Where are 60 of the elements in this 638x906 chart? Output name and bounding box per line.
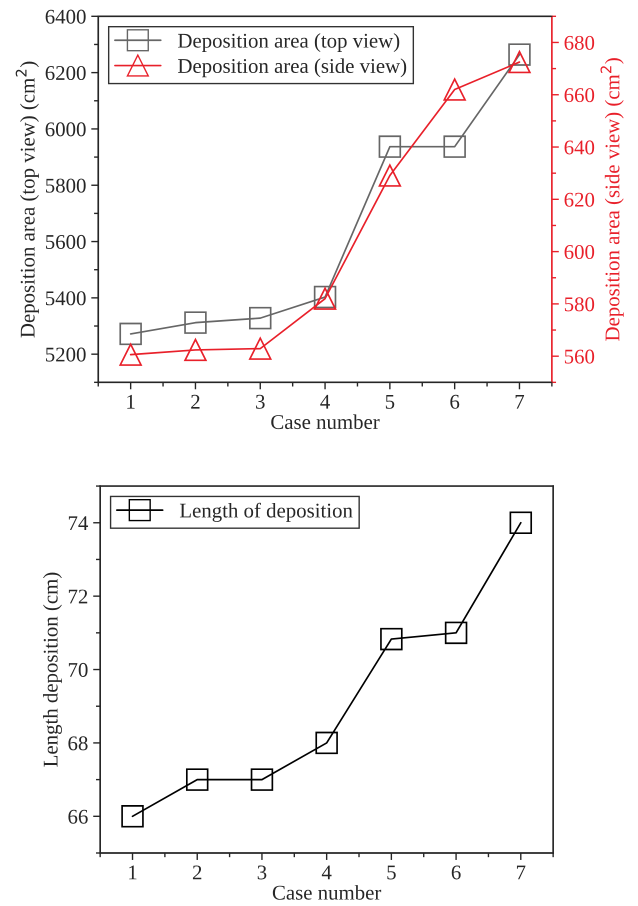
y-tick-label: 6000 xyxy=(46,122,86,136)
legend-label: Deposition area (side view) xyxy=(178,58,406,78)
y-tick-label: 5600 xyxy=(46,234,86,249)
x-axis-title: Case number xyxy=(271,414,380,430)
x-tick-label: 2 xyxy=(192,865,202,880)
point xyxy=(315,732,338,754)
point xyxy=(443,78,466,101)
x-tick-label: 7 xyxy=(516,394,524,409)
y-tick-label: 5800 xyxy=(46,178,86,193)
point xyxy=(378,135,402,158)
point xyxy=(184,338,207,362)
y-tick-label: 70 xyxy=(68,662,88,677)
y-tick-label: 66 xyxy=(68,810,88,824)
point xyxy=(250,768,274,791)
legend-label: Deposition area (top view) xyxy=(178,33,400,52)
point xyxy=(443,135,466,158)
y-axis-title: Deposition area (top view) (cm$^{2}$) xyxy=(16,62,39,338)
point xyxy=(119,343,142,366)
x-tick-label: 3 xyxy=(258,865,266,880)
x-tick-label: 5 xyxy=(387,866,396,880)
point xyxy=(249,306,272,330)
point xyxy=(186,768,208,791)
x-tick-label: 6 xyxy=(450,394,460,409)
x-tick-label: 3 xyxy=(256,394,265,409)
y2-tick-label: 620 xyxy=(564,192,594,207)
point xyxy=(510,512,532,534)
point xyxy=(249,337,272,360)
x-tick-label: 1 xyxy=(127,394,135,409)
x-tick-label: 6 xyxy=(452,865,461,880)
y2-axis-title: Deposition area (side view) (cm$^{2}$) xyxy=(600,58,624,341)
x-tick-label: 2 xyxy=(191,394,200,409)
y2-tick-label: 580 xyxy=(564,297,594,312)
x-tick-label: 5 xyxy=(386,394,394,409)
x-tick-label: 1 xyxy=(129,866,136,880)
point xyxy=(378,164,402,187)
point xyxy=(121,805,144,828)
y-tick-label: 74 xyxy=(68,516,88,530)
y-axis-title: Length deposition (cm) xyxy=(43,572,62,767)
point xyxy=(184,311,207,334)
y2-tick-label: 600 xyxy=(564,244,594,260)
y-tick-label: 5200 xyxy=(46,348,86,362)
point xyxy=(508,50,531,74)
y2-tick-label: 660 xyxy=(564,88,594,102)
y-tick-label: 68 xyxy=(68,736,88,750)
x-tick-label: 4 xyxy=(322,866,332,880)
x-axis-title: Case number xyxy=(272,885,382,900)
x-tick-label: 7 xyxy=(516,866,526,880)
point xyxy=(380,628,403,650)
x-tick-label: 4 xyxy=(320,394,330,409)
point xyxy=(119,322,142,346)
legend-label: Length of deposition xyxy=(180,502,353,522)
y-tick-label: 72 xyxy=(68,590,88,604)
point xyxy=(444,622,468,644)
y2-tick-label: 640 xyxy=(564,140,594,154)
y2-tick-label: 680 xyxy=(564,36,594,50)
y-tick-label: 5400 xyxy=(46,291,86,306)
point xyxy=(508,43,531,66)
y-tick-label: 6200 xyxy=(46,66,86,80)
y2-tick-label: 560 xyxy=(564,350,594,364)
y-tick-label: 6400 xyxy=(46,10,86,24)
